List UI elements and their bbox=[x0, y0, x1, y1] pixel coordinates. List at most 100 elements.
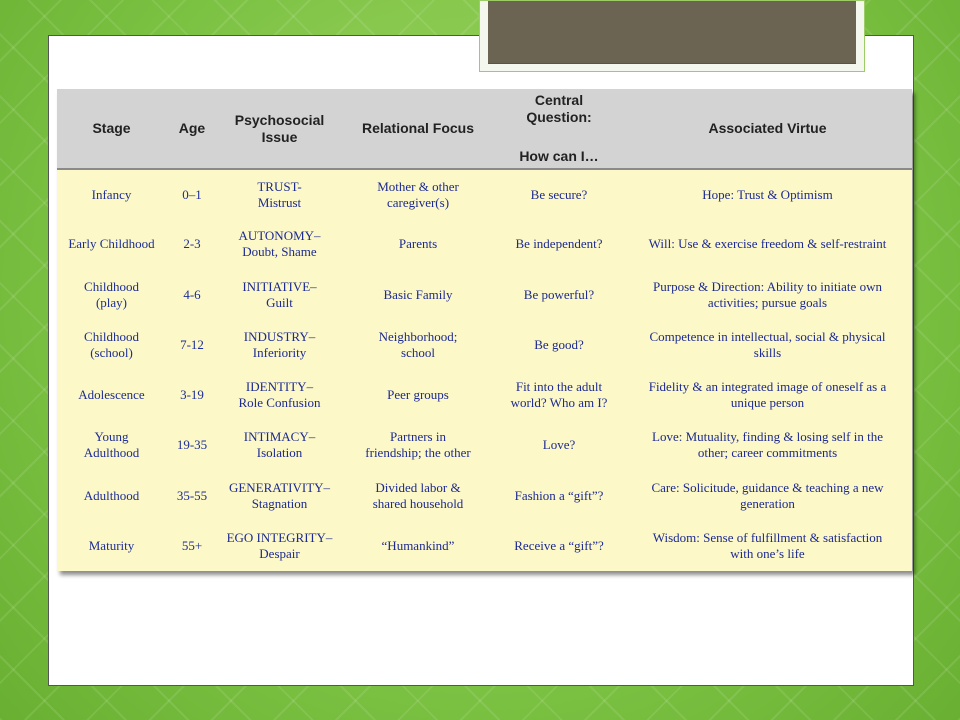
cell-associated-virtue: Fidelity & an integrated image of onesel… bbox=[623, 370, 912, 420]
header-age: Age bbox=[166, 89, 218, 170]
cell-stage: Maturity bbox=[57, 521, 166, 571]
cell-associated-virtue: Hope: Trust & Optimism bbox=[623, 169, 912, 219]
cell-stage-line: (play) bbox=[95, 294, 128, 310]
cell-psychosocial-issue-line: Despair bbox=[259, 545, 300, 561]
cell-central-question: Be independent? bbox=[495, 219, 623, 269]
cell-relational-focus-line: Parents bbox=[398, 236, 438, 252]
cell-central-question: Love? bbox=[495, 420, 623, 470]
cell-psychosocial-issue-line: Inferiority bbox=[252, 344, 307, 360]
cell-associated-virtue-line: Will: Use & exercise freedom & self-rest… bbox=[648, 236, 887, 252]
cell-relational-focus: Mother & other caregiver(s) bbox=[341, 169, 495, 219]
header-question-line3: How can I… bbox=[519, 148, 599, 164]
table-row: Adolescence 3-19 IDENTITY– Role Confusion Pe… bbox=[57, 370, 912, 420]
cell-associated-virtue-line: activities; pursue goals bbox=[707, 294, 828, 310]
cell-central-question-line: Fashion a “gift”? bbox=[514, 487, 604, 503]
cell-central-question-line: Be powerful? bbox=[523, 286, 595, 302]
cell-relational-focus-line: Partners in bbox=[390, 429, 446, 445]
erikson-stages-table: Stage Age Psychosocial Issue Relational … bbox=[57, 89, 912, 571]
cell-central-question-line: Receive a “gift”? bbox=[514, 537, 604, 553]
cell-psychosocial-issue: GENERATIVITY– Stagnation bbox=[218, 471, 341, 521]
cell-relational-focus-line: shared household bbox=[372, 495, 464, 511]
cell-central-question-line: Be secure? bbox=[530, 186, 588, 202]
cell-psychosocial-issue: IDENTITY– Role Confusion bbox=[218, 370, 341, 420]
cell-psychosocial-issue-line: INDUSTRY– bbox=[243, 328, 316, 344]
cell-relational-focus-line: Peer groups bbox=[387, 387, 449, 403]
cell-associated-virtue-line: Purpose & Direction: Ability to initiate… bbox=[653, 278, 882, 294]
cell-stage: Adulthood bbox=[57, 471, 166, 521]
cell-stage-line: Maturity bbox=[88, 537, 135, 553]
cell-relational-focus: Partners in friendship; the other bbox=[341, 420, 495, 470]
cell-stage-line: Adolescence bbox=[78, 387, 145, 403]
header-issue-line2: Issue bbox=[261, 128, 298, 145]
cell-associated-virtue-line: Competence in intellectual, social & phy… bbox=[649, 328, 886, 344]
table-row: Infancy 0–1 TRUST- Mistrust Mother & other ca… bbox=[57, 169, 912, 219]
cell-stage-line: Adulthood bbox=[83, 487, 140, 503]
cell-stage: Infancy bbox=[57, 169, 166, 219]
cell-stage: Young Adulthood bbox=[57, 420, 166, 470]
cell-relational-focus-line: “Humankind” bbox=[381, 537, 455, 553]
header-stage: Stage bbox=[57, 89, 166, 170]
cell-age: 35-55 bbox=[166, 471, 218, 521]
cell-associated-virtue-line: other; career commitments bbox=[697, 445, 838, 461]
cell-associated-virtue: Love: Mutuality, finding & losing self i… bbox=[623, 420, 912, 470]
cell-relational-focus: “Humankind” bbox=[341, 521, 495, 571]
cell-psychosocial-issue-line: IDENTITY– bbox=[245, 379, 314, 395]
cell-psychosocial-issue-line: Mistrust bbox=[257, 194, 302, 210]
cell-relational-focus-line: Divided labor & bbox=[375, 479, 461, 495]
cell-age: 7-12 bbox=[166, 320, 218, 370]
header-relational-focus: Relational Focus bbox=[341, 89, 495, 170]
cell-relational-focus-line: caregiver(s) bbox=[386, 194, 450, 210]
cell-age: 0–1 bbox=[166, 169, 218, 219]
cell-psychosocial-issue-line: INTIMACY– bbox=[243, 429, 316, 445]
table-body: Infancy 0–1 TRUST- Mistrust Mother & other ca… bbox=[57, 169, 912, 571]
cell-central-question-line: world? Who am I? bbox=[510, 395, 608, 411]
table: Stage Age Psychosocial Issue Relational … bbox=[57, 89, 912, 571]
table-row: Maturity 55+ EGO INTEGRITY– Despair “Humanki… bbox=[57, 521, 912, 571]
cell-central-question: Fit into the adult world? Who am I? bbox=[495, 370, 623, 420]
cell-psychosocial-issue-line: AUTONOMY– bbox=[238, 228, 321, 244]
cell-relational-focus-line: friendship; the other bbox=[365, 445, 471, 461]
cell-psychosocial-issue: AUTONOMY– Doubt, Shame bbox=[218, 219, 341, 269]
cell-associated-virtue: Will: Use & exercise freedom & self-rest… bbox=[623, 219, 912, 269]
cell-associated-virtue-line: Love: Mutuality, finding & losing self i… bbox=[652, 429, 883, 445]
cell-central-question: Be powerful? bbox=[495, 270, 623, 320]
cell-associated-virtue-line: generation bbox=[740, 495, 795, 511]
cell-central-question-line: Be independent? bbox=[515, 236, 603, 252]
cell-psychosocial-issue-line: INITIATIVE– bbox=[242, 278, 317, 294]
cell-psychosocial-issue-line: TRUST- bbox=[257, 178, 302, 194]
cell-psychosocial-issue: INDUSTRY– Inferiority bbox=[218, 320, 341, 370]
cell-relational-focus-line: school bbox=[401, 344, 435, 360]
header-issue-line1: Psychosocial bbox=[234, 111, 325, 128]
cell-age: 3-19 bbox=[166, 370, 218, 420]
cell-stage-line: Childhood bbox=[84, 328, 139, 344]
cell-psychosocial-issue-line: Isolation bbox=[256, 445, 303, 461]
cell-psychosocial-issue-line: Doubt, Shame bbox=[242, 244, 317, 260]
cell-relational-focus: Neighborhood; school bbox=[341, 320, 495, 370]
header-central-question: Central Question: How can I… bbox=[495, 89, 623, 170]
cell-psychosocial-issue-line: EGO INTEGRITY– bbox=[226, 529, 333, 545]
cell-stage-line: Young bbox=[94, 429, 129, 445]
cell-stage-line: Adulthood bbox=[83, 445, 140, 461]
cell-central-question: Fashion a “gift”? bbox=[495, 471, 623, 521]
cell-associated-virtue-line: Care: Solicitude, guidance & teaching a … bbox=[651, 479, 884, 495]
cell-associated-virtue-line: unique person bbox=[730, 395, 805, 411]
title-placeholder bbox=[479, 0, 865, 72]
cell-psychosocial-issue: INITIATIVE– Guilt bbox=[218, 270, 341, 320]
cell-relational-focus-line: Mother & other bbox=[377, 178, 459, 194]
cell-relational-focus: Peer groups bbox=[341, 370, 495, 420]
cell-psychosocial-issue-line: Guilt bbox=[266, 294, 293, 310]
cell-central-question-line: Love? bbox=[542, 437, 576, 453]
cell-relational-focus: Basic Family bbox=[341, 270, 495, 320]
cell-associated-virtue: Wisdom: Sense of fulfillment & satisfact… bbox=[623, 521, 912, 571]
cell-age-line: 19-35 bbox=[176, 437, 208, 453]
cell-stage: Childhood (school) bbox=[57, 320, 166, 370]
cell-age: 55+ bbox=[166, 521, 218, 571]
cell-age-line: 3-19 bbox=[180, 387, 204, 403]
cell-psychosocial-issue: EGO INTEGRITY– Despair bbox=[218, 521, 341, 571]
cell-central-question: Receive a “gift”? bbox=[495, 521, 623, 571]
table-row: Early Childhood 2-3 AUTONOMY– Doubt, Shame P… bbox=[57, 219, 912, 269]
cell-age: 19-35 bbox=[166, 420, 218, 470]
cell-age: 4-6 bbox=[166, 270, 218, 320]
table-row: Childhood (play) 4-6 INITIATIVE– Guilt Basic … bbox=[57, 270, 912, 320]
cell-psychosocial-issue-line: Stagnation bbox=[251, 495, 308, 511]
